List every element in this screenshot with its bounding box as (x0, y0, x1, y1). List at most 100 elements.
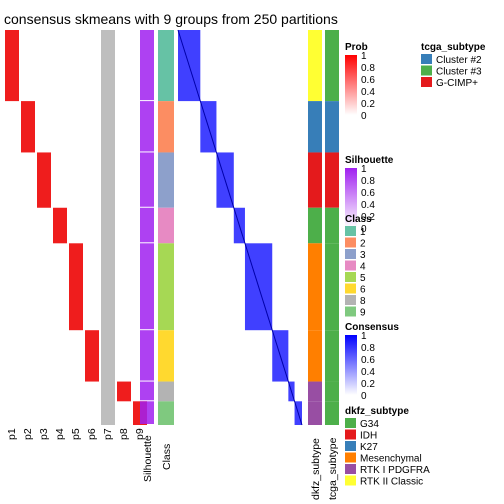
consensus-diagonal (177, 29, 303, 426)
tcga-cell-class-4 (325, 207, 339, 244)
tcga-legend-label: Cluster #3 (436, 67, 482, 78)
prob-column-p2 (21, 30, 35, 425)
class-legend-swatch (345, 237, 356, 248)
dkfz-legend-label: RTK I PDGFRA (360, 465, 430, 476)
prob-legend-title: Prob (345, 42, 368, 53)
dkfz-legend-swatch (345, 441, 356, 451)
dkfz-legend-label: K27 (360, 442, 378, 453)
prob-legend-tick: 0.6 (361, 75, 375, 86)
prob-legend-colorbar (345, 55, 357, 115)
tcga-legend-title: tcga_subtype (421, 42, 486, 53)
class-legend-swatch (345, 295, 356, 305)
prob-cell-p5-class-5 (69, 243, 83, 331)
prob-column-label: p8 (118, 428, 130, 440)
tcga-cell-class-1 (325, 30, 339, 102)
tcga-legend-label: G-CIMP+ (436, 78, 478, 89)
prob-column-label: p7 (102, 428, 114, 440)
dkfz-cell-class-4 (308, 207, 322, 244)
class-cell-3 (158, 152, 174, 208)
prob-cell-p4-class-4 (53, 207, 67, 244)
class-column-label: Class (161, 444, 173, 470)
dkfz-legend-swatch (345, 418, 356, 428)
prob-column-p7 (101, 30, 115, 425)
prob-column-label: p2 (22, 428, 34, 440)
silhouette-cell-class-5 (140, 243, 154, 330)
prob-cell-p8-class-8 (117, 381, 131, 402)
dkfz-legend-label: Mesenchymal (360, 454, 422, 465)
class-legend-swatch (345, 283, 356, 294)
prob-cell-p3-class-3 (37, 152, 51, 208)
dkfz-cell-class-3 (308, 152, 322, 208)
silhouette-legend-tick: 0.8 (361, 176, 375, 187)
dkfz-legend-swatch (345, 464, 356, 474)
consensus-legend-tick: 0.4 (361, 367, 375, 378)
silhouette-legend-tick: 0 (361, 224, 367, 235)
silhouette-column-label: Silhouette (142, 435, 154, 482)
class-legend-label: 8 (360, 296, 366, 307)
prob-column-label: p5 (70, 428, 82, 440)
silhouette-legend-title: Silhouette (345, 155, 394, 166)
silhouette-legend-tick: 0.4 (361, 200, 375, 211)
prob-column-p1 (5, 30, 19, 425)
prob-column-p3 (37, 30, 51, 425)
dkfz-cell-class-5 (308, 243, 322, 331)
consensus-legend-tick: 0 (361, 391, 367, 402)
class-legend-swatch (345, 249, 356, 259)
tcga-cell-class-5 (325, 243, 339, 331)
silhouette-cell-class-4 (140, 207, 154, 243)
silhouette-cell-class-8 (140, 381, 154, 401)
silhouette-cell-class-1 (140, 30, 154, 101)
dkfz-cell-class-9 (308, 401, 322, 425)
class-cell-6 (158, 330, 174, 382)
prob-legend-tick: 0 (361, 111, 367, 122)
silhouette-legend-colorbar (345, 168, 357, 228)
silhouette-cell-class-9 (140, 401, 154, 424)
prob-column-label: p6 (86, 428, 98, 440)
tcga-cell-class-2 (325, 101, 339, 153)
class-legend-swatch (345, 260, 356, 271)
silhouette-cell-class-6 (140, 330, 154, 381)
dkfz-cell-class-2 (308, 101, 322, 153)
prob-cell-p6-class-6 (85, 330, 99, 382)
dkfz-cell-class-6 (308, 330, 322, 382)
silhouette-legend-tick: 0.2 (361, 212, 375, 223)
consensus-legend-tick: 0.2 (361, 379, 375, 390)
silhouette-legend-tick: 1 (361, 164, 367, 175)
tcga-cell-class-6 (325, 330, 339, 382)
class-legend-title: Class (345, 214, 372, 225)
tcga-cell-class-3 (325, 152, 339, 208)
class-cell-5 (158, 243, 174, 331)
class-legend-label: 6 (360, 285, 366, 296)
prob-legend-tick: 1 (361, 51, 367, 62)
class-cell-1 (158, 30, 174, 102)
prob-column-label: p4 (54, 428, 66, 440)
dkfz-legend-title: dkfz_subtype (345, 406, 409, 417)
consensus-legend-tick: 0.6 (361, 355, 375, 366)
consensus-legend-tick: 0.8 (361, 343, 375, 354)
silhouette-legend-tick: 0.6 (361, 188, 375, 199)
class-legend-label: 1 (360, 227, 366, 238)
prob-column-p5 (69, 30, 83, 425)
prob-legend-tick: 0.8 (361, 63, 375, 74)
tcga-legend-swatch (421, 77, 432, 87)
tcga-legend-swatch (421, 54, 432, 64)
legend-area: Prob10.80.60.40.20Silhouette10.80.60.40.… (345, 42, 486, 488)
prob-column-p8 (117, 30, 131, 425)
class-cell-2 (158, 101, 174, 153)
prob-column-label: p9 (134, 428, 146, 440)
prob-column-p6 (85, 30, 99, 425)
prob-legend-tick: 0.2 (361, 99, 375, 110)
class-legend-label: 9 (360, 308, 366, 319)
class-legend-label: 3 (360, 250, 366, 261)
dkfz-legend-label: RTK II Classic (360, 477, 423, 488)
dkfz-cell-class-1 (308, 30, 322, 102)
class-cell-4 (158, 207, 174, 244)
class-cell-9 (158, 401, 174, 425)
class-legend-label: 4 (360, 262, 366, 273)
chart-title: consensus skmeans with 9 groups from 250… (4, 11, 338, 27)
tcga-legend-label: Cluster #2 (436, 55, 482, 66)
dkfz-column-label: dkfz_subtype (310, 438, 322, 500)
class-legend-label: 2 (360, 239, 366, 250)
tcga-legend-swatch (421, 65, 432, 76)
